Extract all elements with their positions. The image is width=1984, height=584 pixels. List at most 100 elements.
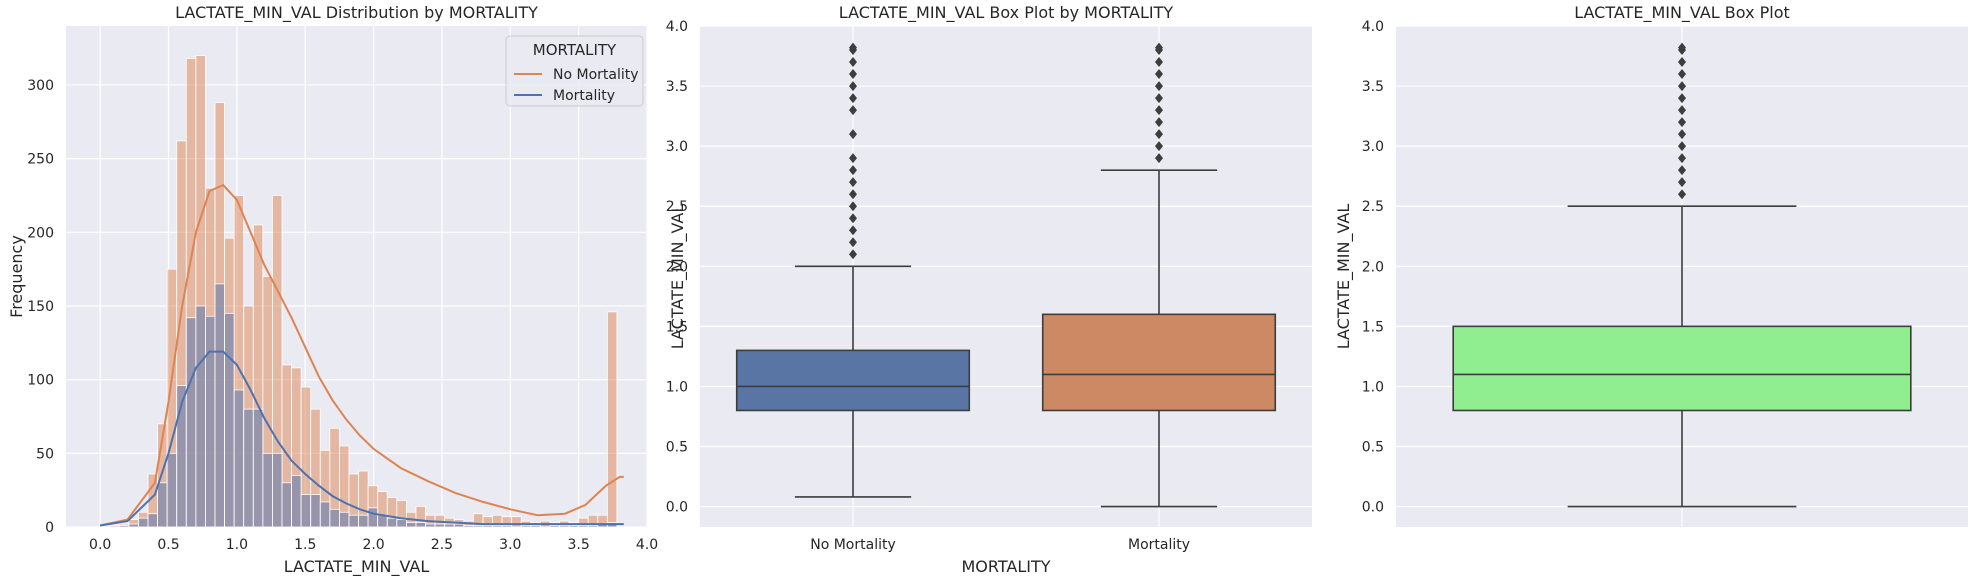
y-tick-label: 2.0: [666, 259, 688, 275]
y-tick-label: 150: [27, 299, 54, 315]
bar-no-mortality: [109, 525, 120, 528]
bar-mortality: [147, 513, 158, 528]
kde-line-mortality: [100, 350, 624, 527]
x-tick-label: 1.0: [226, 537, 248, 553]
box-mortality-outlier: [1155, 69, 1163, 80]
box-no-mortality-outlier: [849, 201, 857, 212]
overall-box-y-axis-label: LACTATE_MIN_VAL: [1334, 204, 1354, 350]
box-no-mortality-outlier: [849, 129, 857, 140]
histogram-bars: [109, 55, 618, 528]
x-tick-label: No Mortality: [810, 537, 896, 553]
x-tick-label: Mortality: [1128, 537, 1190, 553]
box-no-mortality-outlier: [849, 249, 857, 260]
x-tick-label: 3.5: [568, 537, 590, 553]
y-tick-label: 2.5: [1362, 199, 1384, 215]
bar-mortality: [482, 525, 493, 528]
y-tick-label: 4.0: [666, 19, 688, 35]
box-overall-outlier: [1678, 105, 1686, 116]
bar-mortality: [310, 494, 321, 528]
grouped-box-y-axis-label: LACTATE_MIN_VAL: [668, 204, 688, 350]
bar-mortality: [205, 315, 216, 528]
bar-mortality: [386, 517, 398, 528]
box-overall-outlier: [1678, 93, 1686, 104]
box-overall-outlier: [1678, 42, 1686, 53]
box-no-mortality-outlier: [849, 69, 857, 80]
box-mortality-outlier: [1155, 42, 1163, 53]
bar-mortality: [329, 508, 340, 528]
y-tick-label: 0.5: [666, 440, 688, 456]
box-no-mortality-outlier: [849, 42, 857, 53]
y-tick-label: 1.5: [1362, 319, 1384, 335]
box-mortality-outlier: [1155, 129, 1163, 140]
bar-mortality: [118, 525, 130, 528]
y-tick-label: 50: [36, 446, 54, 462]
box-overall-outlier: [1678, 141, 1686, 152]
bar-mortality: [339, 511, 350, 528]
grouped-box-marks: [735, 42, 1277, 508]
box-no-mortality-outlier: [849, 81, 857, 92]
x-tick-label: 0.0: [89, 537, 111, 553]
y-tick-label: 3.0: [1362, 139, 1384, 155]
box-no-mortality-outlier: [849, 237, 857, 248]
bar-mortality: [492, 525, 503, 528]
box-overall-outlier: [1678, 177, 1686, 188]
box-mortality-outlier: [1155, 81, 1163, 92]
bar-mortality: [214, 283, 225, 528]
box-mortality-box: [1041, 313, 1277, 412]
bar-mortality: [272, 452, 283, 528]
y-tick-label: 4.0: [1362, 19, 1384, 35]
histogram-tick-labels: 0.0 0.5 1.0 1.5 2.0 2.5 3.0 3.5 4.0 0 50 100 150 200 2…: [27, 78, 658, 553]
box-overall-outlier: [1678, 129, 1686, 140]
box-no-mortality-outlier: [849, 189, 857, 200]
histogram-panel: 0.0 0.5 1.0 1.5 2.0 2.5 3.0 3.5 4.0 0 50 100 150 200 2…: [7, 3, 658, 577]
bar-mortality: [262, 452, 273, 528]
box-mortality-outlier: [1155, 153, 1163, 164]
grouped-box-plot-area: [700, 26, 1312, 527]
bar-mortality: [243, 408, 254, 528]
bar-mortality: [549, 525, 560, 528]
overall-box-title: LACTATE_MIN_VAL Box Plot: [1574, 3, 1790, 23]
bar-mortality: [377, 514, 388, 528]
bar-mortality: [128, 523, 139, 528]
bar-mortality: [463, 525, 474, 528]
bar-mortality: [358, 514, 369, 528]
box-no-mortality-outlier: [849, 177, 857, 188]
bar-mortality: [157, 482, 168, 528]
bar-mortality: [233, 389, 245, 528]
y-tick-label: 1.5: [666, 319, 688, 335]
overall-box-tick-labels: 0.0 0.5 1.0 1.5 2.0 2.5 3.0 3.5 4.0: [1362, 19, 1384, 516]
histogram-y-axis-label: Frequency: [7, 235, 26, 318]
x-tick-label: 3.0: [499, 537, 521, 553]
box-mortality-outlier: [1155, 93, 1163, 104]
box-overall-outlier: [1678, 189, 1686, 200]
bar-mortality: [568, 525, 580, 528]
x-tick-label: 1.5: [294, 537, 316, 553]
legend-label-no-mortality: No Mortality: [553, 67, 639, 83]
bar-no-mortality: [511, 516, 522, 528]
bar-mortality: [195, 305, 206, 528]
box-no-mortality-outlier: [849, 165, 857, 176]
grouped-box-title: LACTATE_MIN_VAL Box Plot by MORTALITY: [839, 3, 1174, 23]
bar-mortality: [501, 525, 513, 528]
histogram-title: LACTATE_MIN_VAL Distribution by MORTALIT…: [175, 3, 538, 23]
bar-mortality: [166, 452, 178, 528]
box-no-mortality-outlier: [849, 153, 857, 164]
x-tick-label: 2.0: [362, 537, 384, 553]
grouped-box-tick-labels: 0.0 0.5 1.0 1.5 2.0 2.5 3.0 3.5 4.0 No Mortality M…: [666, 19, 1190, 553]
bar-mortality: [138, 517, 149, 528]
bar-mortality: [224, 312, 235, 528]
box-mortality-outlier: [1155, 117, 1163, 128]
y-tick-label: 2.0: [1362, 259, 1384, 275]
bar-mortality: [425, 523, 436, 528]
kde-line-no-mortality: [99, 183, 624, 527]
bar-mortality: [367, 507, 379, 528]
bar-mortality: [578, 525, 589, 528]
bar-mortality: [434, 523, 446, 528]
y-tick-label: 3.0: [666, 139, 688, 155]
bar-mortality: [559, 525, 570, 528]
box-overall-outlier: [1678, 165, 1686, 176]
y-tick-label: 300: [27, 78, 54, 94]
y-tick-label: 2.5: [666, 199, 688, 215]
legend-label-mortality: Mortality: [553, 88, 615, 104]
